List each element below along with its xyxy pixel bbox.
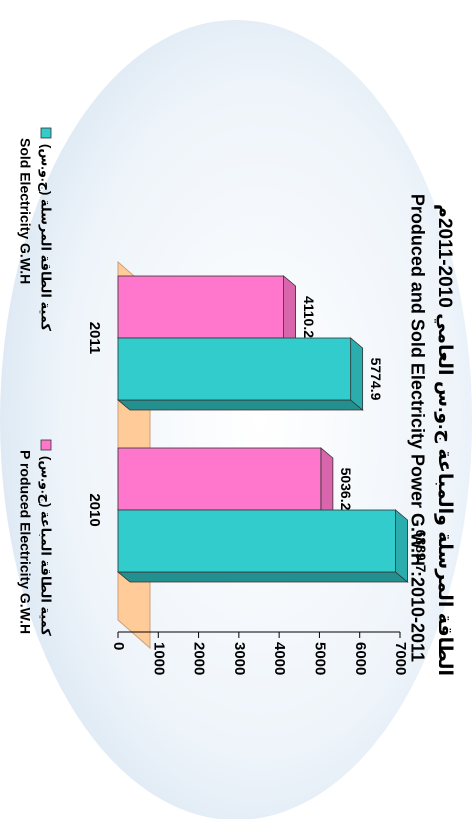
bar-top — [283, 275, 296, 349]
bar — [117, 275, 284, 339]
chart-subtitle: Produced and Sold Electricity Power G.W.… — [407, 194, 427, 662]
y-tick-label: 7000 — [392, 642, 409, 675]
value-label: 5036.2 — [338, 468, 354, 511]
x-tick-label: 2011 — [86, 322, 103, 355]
value-label: 4110.2 — [301, 296, 317, 338]
legend-label-en: P roduced Electricity G.W.H — [17, 450, 33, 634]
value-label: 6889.7 — [413, 530, 429, 573]
x-tick-label: 2010 — [86, 493, 103, 526]
legend-swatch — [40, 127, 52, 139]
bar-top — [350, 337, 364, 411]
legend-label-en: Sold Electricity G.W.H — [17, 138, 33, 284]
background — [0, 20, 472, 819]
y-tick-label: 0 — [110, 642, 127, 650]
bar — [117, 337, 352, 401]
y-tick-label: 6000 — [352, 642, 369, 675]
bar-side — [116, 399, 364, 411]
rotated-chart: الطاقة المرسلة والمباعة ج.و.س العامي 201… — [0, 20, 472, 819]
y-tick-label: 3000 — [231, 642, 248, 675]
bar — [117, 509, 396, 573]
chart-title: الطاقة المرسلة والمباعة ج.و.س العامي 201… — [434, 204, 455, 676]
legend-label: كمية الطاقة المرسلة (ج.و.س) — [38, 144, 54, 331]
value-label: 5774.9 — [368, 358, 384, 401]
y-tick-label: 2000 — [191, 642, 208, 675]
y-tick-label: 1000 — [150, 642, 167, 675]
bar-top — [320, 447, 334, 521]
y-tick-label: 5000 — [311, 642, 328, 675]
legend-swatch — [40, 439, 52, 451]
bar-side — [116, 571, 409, 583]
y-tick-label: 4000 — [271, 642, 288, 675]
bar-top — [395, 509, 408, 583]
bar — [117, 447, 322, 511]
legend-label: كمية الطاقة المباعة (ج.و.س) — [38, 456, 54, 636]
